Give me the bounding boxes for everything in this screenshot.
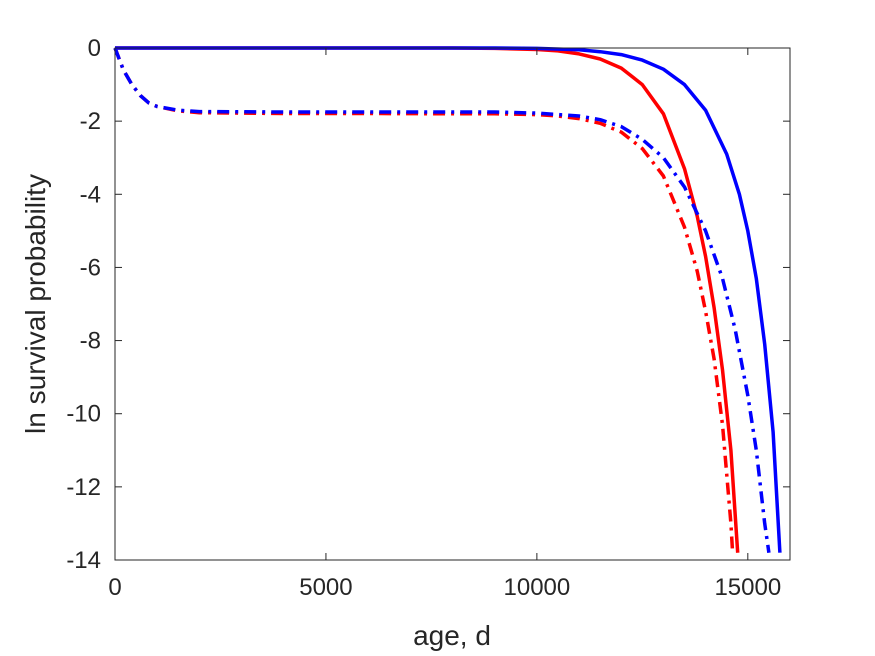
series-layer (113, 46, 782, 553)
y-axis-title: ln survival probability (20, 174, 51, 434)
y-tick-label: -10 (66, 401, 101, 428)
series-line-1 (115, 46, 740, 553)
labels-layer: age, d ln survival probability (20, 174, 491, 651)
y-tick-label: -14 (66, 547, 101, 574)
x-tick-label: 15000 (714, 574, 781, 601)
axes-layer: 0 5000 10000 15000 0 -2 -4 -6 -8 -10 -12 -14 (66, 35, 791, 601)
y-tick-label: -8 (80, 328, 101, 355)
y-tick-label: -4 (80, 181, 101, 208)
y-tick-label: -12 (66, 474, 101, 501)
y-tick-label: -6 (80, 254, 101, 281)
y-tick-label: 0 (88, 35, 101, 62)
series-line-4 (113, 47, 771, 553)
x-tick-label: 10000 (504, 574, 571, 601)
series-line-2 (115, 46, 782, 553)
x-axis-title: age, d (413, 620, 491, 651)
plot-frame (114, 47, 791, 561)
y-tick-label: -2 (80, 108, 101, 135)
series-line-3 (113, 47, 735, 553)
x-tick-label: 0 (108, 574, 121, 601)
x-tick-label: 5000 (299, 574, 352, 601)
